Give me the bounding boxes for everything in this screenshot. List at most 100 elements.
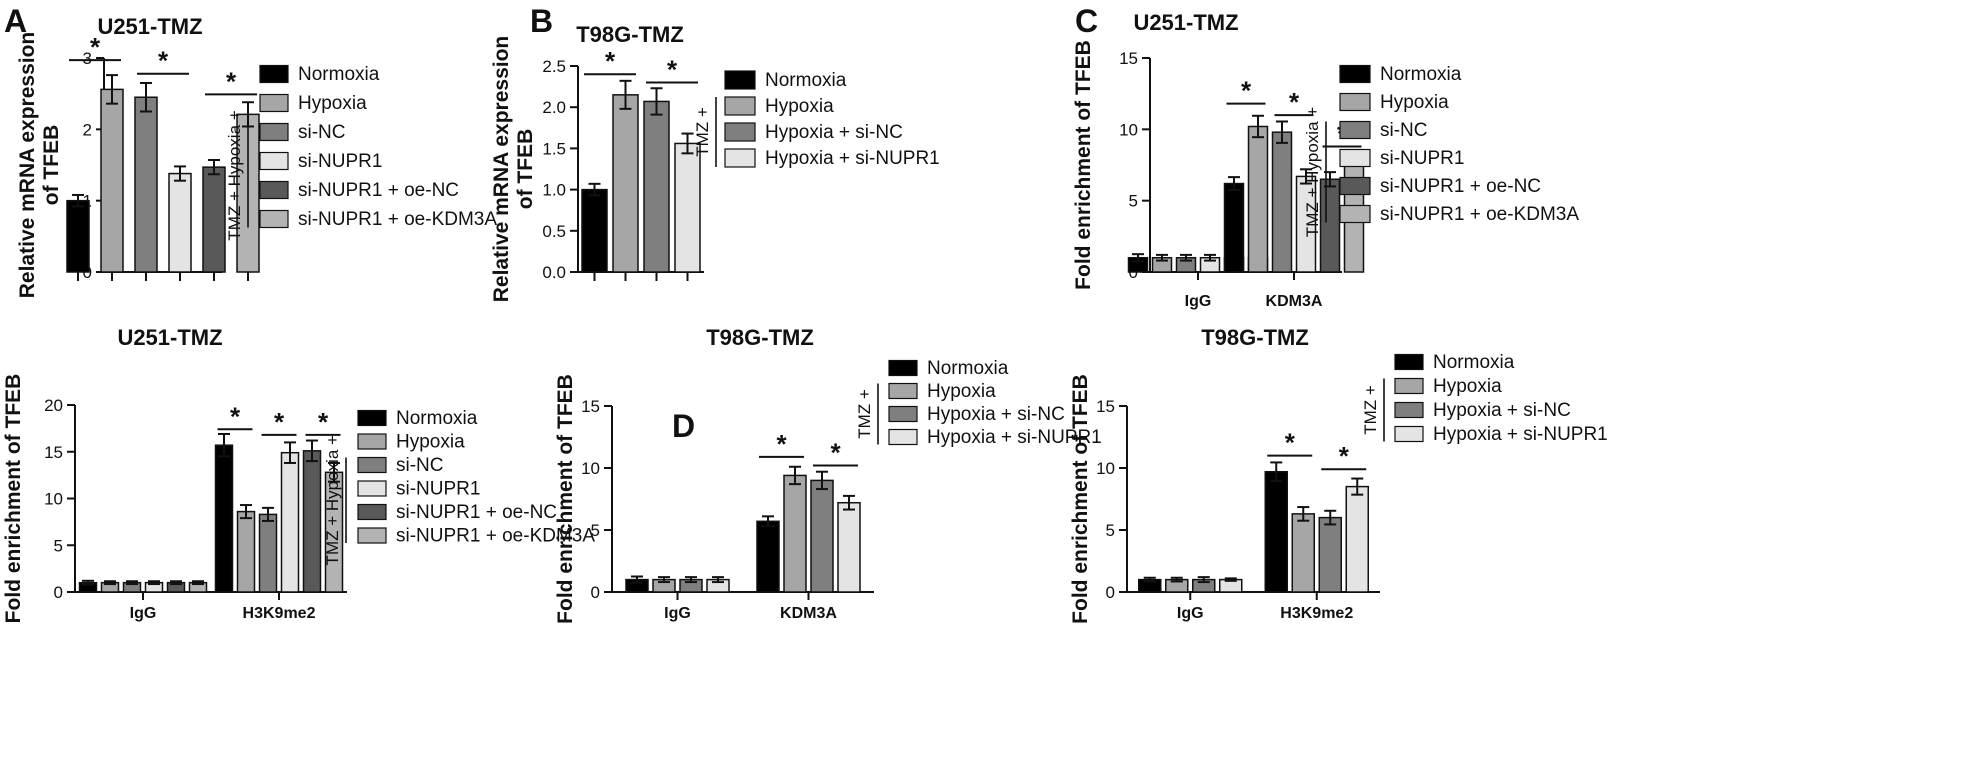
legend-label: Normoxia xyxy=(765,70,847,91)
y-tick-label: 0 xyxy=(1106,583,1115,602)
y-tick-label: 5 xyxy=(1129,192,1138,211)
bar xyxy=(1264,470,1288,593)
legend-swatch xyxy=(724,148,756,168)
y-tick-label: 3 xyxy=(83,49,92,68)
x-category-label: IgG xyxy=(130,605,157,622)
legend-label: Hypoxia xyxy=(765,96,834,117)
legend-group-label: TMZ + xyxy=(693,107,712,157)
bar xyxy=(236,510,256,593)
legend-swatch xyxy=(1394,425,1424,443)
legend-swatch xyxy=(357,503,387,521)
y-axis-label-line: of TFEB xyxy=(514,129,537,209)
legend-swatch xyxy=(259,209,289,229)
bar xyxy=(783,474,807,593)
y-tick-label: 5 xyxy=(591,521,600,540)
y-tick-label: 0.5 xyxy=(542,222,566,241)
legend-label: si-NUPR1 xyxy=(396,479,480,500)
legend-label: Hypoxia xyxy=(1433,376,1502,397)
legend-label: Hypoxia + si-NUPR1 xyxy=(1433,424,1608,445)
legend-label: Hypoxia + si-NC xyxy=(1433,400,1571,421)
legend-label: Hypoxia + si-NC xyxy=(927,404,1065,425)
bar xyxy=(581,188,608,273)
chart-title: U251-TMZ xyxy=(97,14,202,39)
significance-star: * xyxy=(667,54,678,84)
y-axis-label: Fold enrichment of TFEB xyxy=(2,374,25,624)
legend-label: Hypoxia xyxy=(396,432,465,453)
y-tick-label: 5 xyxy=(54,536,63,555)
chart-title: T98G-TMZ xyxy=(576,22,684,47)
significance-star: * xyxy=(1339,441,1350,471)
y-axis-label-line: Fold enrichment of TFEB xyxy=(554,374,577,624)
legend-swatch xyxy=(259,122,289,142)
legend-swatch xyxy=(357,433,387,450)
significance-star: * xyxy=(274,407,285,437)
y-axis-label-line: Fold enrichment of TFEB xyxy=(1072,40,1095,290)
bar xyxy=(643,100,670,273)
legend-swatch xyxy=(357,409,387,427)
y-tick-label: 2 xyxy=(83,120,92,139)
y-axis-label-line: Relative mRNA expression xyxy=(16,32,39,299)
legend-label: si-NC xyxy=(298,122,346,143)
legend-swatch xyxy=(259,151,289,171)
y-tick-label: 20 xyxy=(44,396,63,415)
legend-swatch xyxy=(888,382,918,400)
chart-D2: T98G-TMZ Fold enrichment of TFEB 0 5 10 15 IgG… xyxy=(1069,325,1608,624)
y-tick-label: 10 xyxy=(1096,459,1115,478)
y-tick-label: 2.0 xyxy=(542,98,566,117)
legend-swatch xyxy=(1339,176,1371,196)
x-category-label: H3K9me2 xyxy=(1280,605,1353,622)
x-category-label: IgG xyxy=(1177,605,1204,622)
chart-title: U251-TMZ xyxy=(1133,10,1238,35)
bar xyxy=(1223,182,1245,273)
legend-label: Hypoxia + si-NUPR1 xyxy=(927,427,1102,448)
legend-swatch xyxy=(1339,204,1371,224)
y-tick-label: 10 xyxy=(44,490,63,509)
legend-label: Normoxia xyxy=(298,64,380,85)
legend-label: si-NUPR1 + oe-KDM3A xyxy=(298,209,497,230)
legend-label: Normoxia xyxy=(396,408,478,429)
bar xyxy=(214,444,234,593)
legend-swatch xyxy=(1394,401,1424,419)
y-tick-label: 0 xyxy=(591,583,600,602)
significance-star: * xyxy=(605,46,616,76)
bar xyxy=(1247,125,1269,273)
y-tick-label: 15 xyxy=(1096,397,1115,416)
legend-group-label: TMZ + Hypoxia + xyxy=(1303,107,1322,237)
significance-star: * xyxy=(1285,428,1296,458)
legend-label: Normoxia xyxy=(1380,64,1462,85)
significance-star: * xyxy=(318,407,329,437)
bar xyxy=(612,94,639,273)
legend-swatch xyxy=(259,64,289,84)
bar xyxy=(1345,485,1369,593)
bar xyxy=(1271,131,1293,273)
bar xyxy=(674,142,701,273)
bar xyxy=(1291,513,1315,593)
legend-label: si-NUPR1 + oe-NC xyxy=(1380,176,1541,197)
bar xyxy=(280,451,300,593)
legend-group-label: TMZ + Hypoxia + xyxy=(225,110,244,240)
y-axis-label: Fold enrichment of TFEB xyxy=(1072,40,1095,290)
legend-label: si-NUPR1 + oe-KDM3A xyxy=(396,526,595,547)
panel-letter-a: A xyxy=(4,3,27,39)
legend-swatch xyxy=(1394,353,1424,371)
y-tick-label: 0 xyxy=(54,583,63,602)
legend-label: si-NUPR1 xyxy=(298,151,382,172)
bar xyxy=(810,479,834,593)
legend-label: Hypoxia xyxy=(927,381,996,402)
bar xyxy=(302,450,322,593)
bar xyxy=(168,172,192,273)
legend-swatch xyxy=(888,405,918,423)
legend-label: si-NUPR1 + oe-NC xyxy=(396,502,557,523)
y-tick-label: 15 xyxy=(44,443,63,462)
legend-label: si-NUPR1 + oe-NC xyxy=(298,180,459,201)
significance-star: * xyxy=(1241,76,1252,106)
y-axis-label-line: Fold enrichment of TFEB xyxy=(1069,374,1092,624)
legend-swatch xyxy=(1339,64,1371,84)
legend-swatch xyxy=(888,359,918,377)
significance-star: * xyxy=(226,66,237,96)
legend-label: Hypoxia xyxy=(1380,92,1449,113)
legend-swatch xyxy=(1394,377,1424,395)
legend-swatch xyxy=(724,70,756,90)
chart-title: T98G-TMZ xyxy=(706,325,814,350)
